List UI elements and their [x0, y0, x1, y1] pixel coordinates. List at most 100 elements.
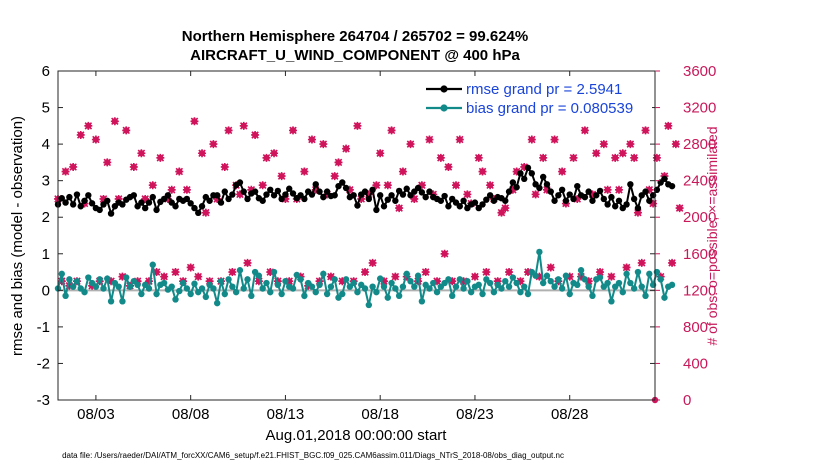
obs-assimilated-point: [463, 190, 472, 199]
rmse-point: [630, 195, 638, 203]
bias-point: [566, 290, 573, 298]
obs-assimilated-point: [270, 149, 279, 158]
bias-point: [312, 288, 319, 296]
rmse-point: [634, 204, 642, 212]
bias-point: [365, 301, 373, 309]
bias-point: [138, 290, 145, 298]
rmse-point: [456, 203, 463, 210]
rmse-point: [399, 191, 407, 198]
obs-assimilated-point: [622, 263, 631, 272]
bias-point: [202, 293, 210, 301]
obs-assimilated-point: [599, 140, 608, 149]
obs-assimilated-point: [455, 135, 464, 144]
chart-title-line1: Northern Hemisphere 264704 / 265702 = 99…: [182, 28, 528, 45]
bias-point: [524, 290, 532, 298]
obs-assimilated-point: [486, 181, 495, 190]
y-left-tick-label: -2: [37, 355, 50, 372]
bias-point: [517, 288, 524, 296]
obs-assimilated-point: [315, 277, 324, 286]
obs-assimilated-point: [546, 263, 555, 272]
obs-assimilated-point: [376, 149, 385, 158]
bias-point: [297, 276, 304, 283]
bias-point: [505, 283, 513, 290]
rmse-point: [509, 179, 517, 186]
obs-assimilated-point: [512, 167, 521, 176]
rmse-point: [596, 187, 604, 195]
bias-point: [172, 296, 179, 303]
rmse-point: [312, 181, 319, 188]
bias-point: [160, 279, 168, 287]
bias-point: [392, 285, 399, 292]
bias-point: [456, 276, 463, 283]
bias-point: [452, 283, 460, 290]
rmse-point: [558, 186, 566, 194]
rmse-point: [547, 188, 554, 195]
obs-assimilated-point: [361, 268, 370, 277]
x-tick-label: 08/13: [267, 406, 305, 423]
obs-assimilated-point: [281, 194, 290, 203]
x-tick-label: 08/03: [77, 406, 115, 423]
rmse-point: [195, 209, 202, 217]
obs-assimilated-point: [220, 162, 229, 171]
obs-assimilated-point: [508, 185, 517, 194]
bias-point: [123, 274, 130, 281]
obs-assimilated-point: [228, 268, 237, 277]
rmse-point: [593, 192, 600, 199]
obs-assimilated-point: [368, 258, 377, 267]
rmse-point: [274, 187, 282, 195]
bias-point: [323, 290, 331, 298]
rmse-point: [562, 197, 570, 204]
y-left-tick-label: 6: [42, 63, 50, 80]
bias-point: [369, 283, 376, 290]
bias-point: [308, 283, 316, 290]
obs-assimilated-point: [110, 117, 119, 126]
bias-point: [153, 290, 160, 298]
rmse-point: [471, 199, 479, 206]
bias-point: [176, 287, 183, 295]
obs-assimilated-point: [497, 208, 506, 217]
bias-point: [668, 281, 676, 289]
rmse-point: [191, 204, 198, 212]
rmse-point: [251, 188, 259, 195]
bias-point: [221, 290, 228, 298]
bias-point: [361, 285, 369, 292]
bias-point: [388, 279, 395, 287]
x-tick-label: 08/08: [172, 406, 210, 423]
obs-assimilated-point: [254, 277, 263, 286]
bias-point: [259, 285, 266, 292]
x-tick-label: 08/28: [551, 406, 589, 423]
bias-point: [232, 288, 240, 296]
obs-assimilated-point: [118, 272, 127, 281]
y-axis-right-label: # of obs: o=possible; ×=assimilated: [704, 126, 720, 345]
obs-assimilated-point: [448, 277, 457, 286]
rmse-point: [69, 201, 77, 208]
rmse-point: [119, 201, 126, 208]
obs-assimilated-point: [379, 277, 388, 286]
rmse-point: [536, 184, 543, 192]
bias-point: [217, 277, 225, 285]
obs-assimilated-point: [383, 181, 392, 190]
rmse-point: [623, 201, 630, 208]
obs-assimilated-point: [122, 126, 131, 135]
obs-assimilated-point: [357, 194, 366, 203]
rmse-point: [479, 201, 486, 208]
y-right-tick-label: 2400: [683, 173, 716, 190]
rmse-point: [206, 197, 213, 204]
bias-point: [380, 283, 388, 290]
rmse-point: [149, 193, 156, 201]
rmse-point: [153, 206, 160, 214]
bias-point: [596, 274, 604, 281]
rmse-point: [331, 192, 338, 199]
bias-point: [414, 272, 422, 279]
bias-point: [301, 292, 308, 300]
bias-point: [183, 285, 191, 292]
obs-assimilated-point: [588, 190, 597, 199]
obs-assimilated-point: [69, 162, 78, 171]
bias-point: [289, 285, 297, 292]
y-right-tick-label: 1200: [683, 282, 716, 299]
y-left-tick-label: 5: [42, 100, 50, 117]
bias-point: [69, 283, 77, 290]
rmse-point: [244, 195, 251, 203]
obs-assimilated-point: [524, 268, 533, 277]
rmse-point: [316, 188, 323, 195]
